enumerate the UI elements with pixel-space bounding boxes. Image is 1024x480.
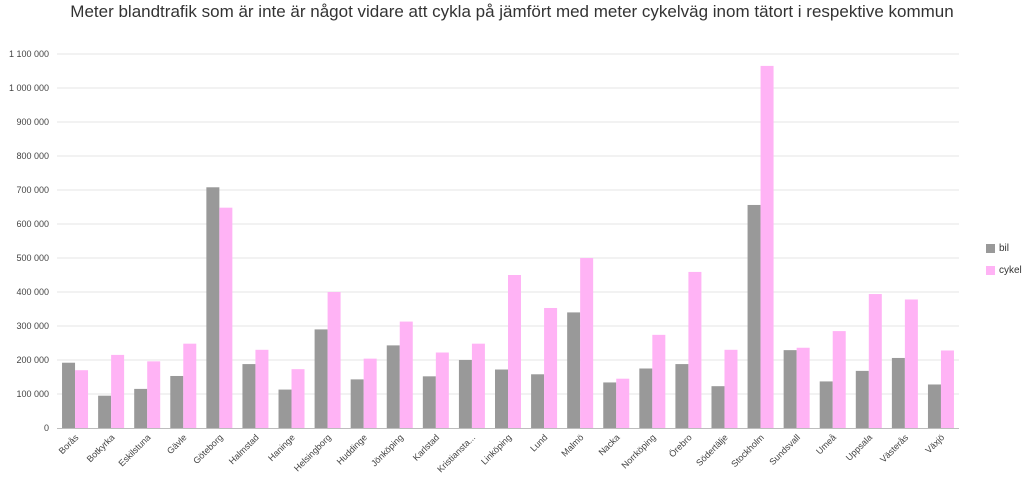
bar-bil-8[interactable] [350,379,364,428]
bar-bil-24[interactable] [927,384,941,428]
bars [62,65,954,429]
bar-bil-20[interactable] [783,350,797,428]
legend-item-cykel[interactable]: cykel [986,264,1022,277]
bar-bil-22[interactable] [855,370,869,428]
x-category-label: Borås [57,432,81,456]
bar-cykel-20[interactable] [796,347,810,428]
bar-cykel-2[interactable] [147,361,161,428]
bar-bil-16[interactable] [639,368,653,429]
legend-label-bil: bil [999,243,1010,254]
chart-title: Meter blandtrafik som är inte är något v… [70,2,954,21]
y-tick-label: 800 000 [16,151,49,161]
y-tick-label: 100 000 [16,389,49,399]
y-tick-label: 400 000 [16,287,49,297]
bar-cykel-15[interactable] [616,378,630,428]
bar-bil-18[interactable] [711,386,725,428]
bar-bil-12[interactable] [495,369,508,428]
y-tick-label: 200 000 [16,355,49,365]
y-tick-label: 900 000 [16,117,49,127]
bar-bil-14[interactable] [567,312,581,428]
bar-cykel-0[interactable] [75,370,89,428]
bar-bil-3[interactable] [170,375,184,428]
bar-bil-11[interactable] [458,360,472,428]
y-tick-label: 600 000 [16,219,49,229]
bar-cykel-23[interactable] [904,299,918,428]
x-category-label: Malmö [559,432,585,458]
x-category-label: Halmstad [227,432,261,466]
bar-bil-5[interactable] [242,364,256,428]
bar-cykel-17[interactable] [688,271,702,428]
x-category-label: Lund [528,432,549,453]
bar-cykel-4[interactable] [219,207,233,428]
y-tick-label: 0 [44,423,49,433]
bar-cykel-14[interactable] [580,258,594,428]
bar-cykel-11[interactable] [471,343,485,428]
legend-label-cykel: cykel [999,265,1022,276]
x-category-label: Västerås [878,432,911,465]
x-category-label: Umeå [814,432,838,456]
bar-cykel-22[interactable] [868,294,882,428]
x-category-label: Nacka [597,432,622,457]
bar-bil-0[interactable] [62,362,76,428]
x-category-label: Karlstad [411,432,441,462]
legend-swatch-bil [986,244,995,253]
bar-cykel-9[interactable] [399,321,413,428]
x-category-label: Eskilstuna [117,432,153,468]
bar-cykel-21[interactable] [832,331,846,428]
bar-bil-1[interactable] [98,395,112,428]
legend-item-bil[interactable]: bil [986,242,1022,255]
bar-bil-2[interactable] [134,388,148,428]
x-category-label: Linköping [479,432,513,466]
x-category-label: Växjö [923,432,946,455]
x-category-label: Sundsvall [767,432,802,467]
legend-swatch-cykel [986,266,995,275]
x-category-label: Helsingborg [292,432,333,473]
y-tick-label: 1 100 000 [9,49,49,59]
bar-cykel-12[interactable] [508,275,521,428]
bar-cykel-7[interactable] [327,292,341,428]
x-category-label: Norrköping [620,432,658,470]
bar-cykel-19[interactable] [760,65,774,429]
y-axis-ticks: 0 100 000 200 000 300 000 400 000 500 000 600 … [9,49,49,433]
x-category-label: Gävle [165,432,189,456]
bar-bil-15[interactable] [603,382,617,428]
bar-bil-21[interactable] [819,381,833,428]
bar-bil-6[interactable] [278,389,292,428]
bar-cykel-18[interactable] [724,349,738,428]
x-axis-labels: Borås Botkyrka Eskilstuna Gävle Göteborg Halm… [57,432,947,474]
x-category-label: Göteborg [191,432,225,466]
bar-bil-13[interactable] [531,374,545,428]
y-tick-label: 300 000 [16,321,49,331]
bar-cykel-24[interactable] [940,350,954,428]
bar-bil-4[interactable] [206,187,220,428]
bar-bil-10[interactable] [422,376,436,428]
legend: bil cykel [986,242,1022,286]
bar-bil-23[interactable] [891,357,905,428]
bar-cykel-8[interactable] [363,358,377,428]
bar-cykel-6[interactable] [291,369,305,428]
y-tick-label: 500 000 [16,253,49,263]
x-category-label: Stockholm [729,432,766,469]
bar-cykel-3[interactable] [183,343,197,428]
bar-bil-7[interactable] [314,329,328,428]
y-tick-label: 1 000 000 [9,83,49,93]
x-category-label: Kristiansta... [435,432,477,474]
y-tick-label: 700 000 [16,185,49,195]
bar-cykel-16[interactable] [652,334,666,428]
bar-bil-19[interactable] [747,204,761,428]
x-category-label: Örebro [667,432,694,459]
x-category-label: Södertälje [694,432,730,468]
bar-cykel-10[interactable] [435,352,449,428]
x-category-label: Uppsala [844,432,874,462]
bar-bil-17[interactable] [675,364,689,428]
bar-cykel-13[interactable] [544,307,558,428]
x-category-label: Huddinge [335,432,369,466]
x-category-label: Botkyrka [85,432,117,464]
bar-cykel-1[interactable] [111,354,125,428]
bar-bil-9[interactable] [386,345,400,428]
x-category-label: Haninge [266,432,297,463]
x-category-label: Jönköping [369,432,405,468]
bar-cykel-5[interactable] [255,349,269,428]
